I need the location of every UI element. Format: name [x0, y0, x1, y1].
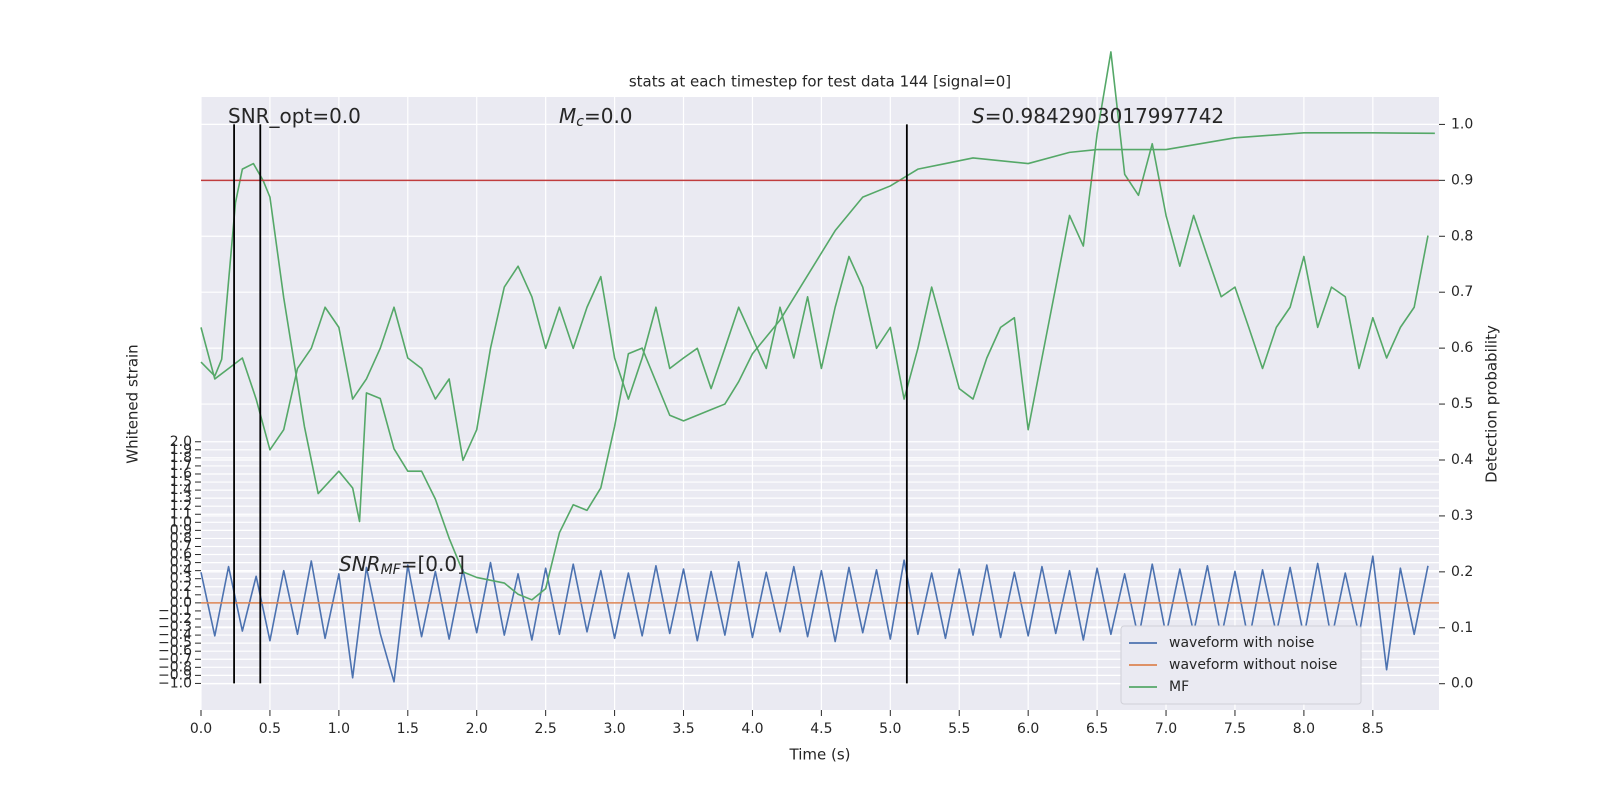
axes: 0.0 0.5 1.0 1.5 2.0 2.5 3.0 3.5 4.0 4.5 5.0 5.5 6.0 6…	[158, 116, 1473, 737]
y-tick-label: −0.4	[158, 627, 192, 643]
annotation-symbol: M	[559, 104, 576, 128]
y-tick-label: −1.0	[158, 675, 192, 691]
x-tick-label: 3.0	[603, 721, 625, 737]
y-tick-label: −0.5	[158, 635, 192, 651]
x-tick-label: 6.0	[1017, 721, 1039, 737]
series-line	[200, 132, 1435, 601]
legend: waveform with noise waveform without nois…	[1120, 625, 1362, 705]
y-tick-label: 0.7	[170, 538, 192, 554]
x-tick-label: 7.5	[1224, 721, 1246, 737]
x-tick-label: 0.5	[259, 721, 281, 737]
y2-tick-label: 0.6	[1451, 340, 1473, 356]
y-tick-label: 1.3	[170, 490, 192, 506]
y-tick-label: 0.9	[170, 522, 192, 538]
annotation-symbol: SNR	[339, 552, 381, 576]
y-tick-label: 0.4	[170, 563, 192, 579]
y-tick-label: −0.3	[158, 619, 192, 635]
y-tick-label: −0.9	[158, 667, 192, 683]
x-axis-label: Time (s)	[789, 746, 851, 764]
y-tick-label: 2.0	[170, 434, 192, 450]
y-tick-label: 0.1	[170, 587, 192, 603]
legend-label: MF	[1169, 679, 1189, 695]
annotation-text: =0.9842903017997742	[985, 104, 1224, 128]
x-tick-label: 0.0	[190, 721, 212, 737]
x-tick-label: 1.0	[328, 721, 350, 737]
y2-tick-label: 1.0	[1451, 116, 1473, 132]
y2-tick-label: 0.8	[1451, 228, 1473, 244]
annotation: Mc=0.0	[559, 104, 633, 131]
y-tick-label: 1.1	[170, 506, 192, 522]
x-tick-label: 3.5	[672, 721, 694, 737]
x-tick-label: 4.5	[810, 721, 832, 737]
legend-label: waveform with noise	[1169, 635, 1314, 651]
y-tick-label: 1.7	[170, 458, 192, 474]
x-tick-label: 8.0	[1293, 721, 1315, 737]
y-tick-label: 0.8	[170, 530, 192, 546]
annotation-text: SNR_opt=0.0	[228, 104, 361, 128]
annotation-text: =0.0	[584, 104, 633, 128]
y-tick-label: −0.2	[158, 611, 192, 627]
y2-tick-label: 0.1	[1451, 620, 1473, 636]
legend-label: waveform without noise	[1169, 657, 1337, 673]
y2-tick-label: 0.2	[1451, 564, 1473, 580]
y2-tick-label: 0.7	[1451, 284, 1473, 300]
y2-tick-label: 0.9	[1451, 172, 1473, 188]
x-tick-label: 5.0	[879, 721, 901, 737]
y-tick-label: 1.6	[170, 466, 192, 482]
y-tick-label: −0.8	[158, 659, 192, 675]
x-tick-label: 2.0	[466, 721, 488, 737]
y-tick-label: 0.2	[170, 579, 192, 595]
x-tick-label: 4.0	[741, 721, 763, 737]
y-tick-label: 0.3	[170, 571, 192, 587]
y-tick-label: 1.4	[170, 482, 192, 498]
y-tick-label: 1.8	[170, 450, 192, 466]
y-tick-label: −0.7	[158, 651, 192, 667]
x-tick-label: 1.5	[397, 721, 419, 737]
x-tick-label: 7.0	[1155, 721, 1177, 737]
x-tick-label: 6.5	[1086, 721, 1108, 737]
annotation: S=0.9842903017997742	[972, 104, 1224, 128]
annotation-text: =[0.0]	[401, 552, 465, 576]
x-tick-label: 8.5	[1362, 721, 1384, 737]
y-tick-label: 0.6	[170, 547, 192, 563]
y-tick-label: 1.9	[170, 442, 192, 458]
annotation: SNRMF=[0.0]	[339, 552, 465, 579]
x-tick-label: 5.5	[948, 721, 970, 737]
y-tick-label: 1.0	[170, 514, 192, 530]
y-tick-label: 0.0	[170, 595, 192, 611]
y-tick-label: 0.5	[170, 555, 192, 571]
y-tick-label: 1.5	[170, 474, 192, 490]
series-line	[200, 51, 1429, 462]
annotation-subscript: c	[576, 114, 584, 130]
annotation-subscript: MF	[381, 562, 402, 578]
y2-tick-label: 0.3	[1451, 508, 1473, 524]
y2-tick-label: 0.5	[1451, 396, 1473, 412]
x-tick-label: 2.5	[535, 721, 557, 737]
annotation-symbol: S	[972, 104, 985, 128]
annotation: SNR_opt=0.0	[228, 104, 361, 128]
y2-axis-label: Detection probability	[1483, 325, 1501, 483]
y2-tick-label: 0.4	[1451, 452, 1473, 468]
y-tick-label: 1.2	[170, 498, 192, 514]
chart-title: stats at each timestep for test data 144…	[629, 73, 1011, 91]
y-axis-label: Whitened strain	[124, 344, 142, 463]
y2-tick-label: 0.0	[1451, 676, 1473, 692]
y-tick-label: −0.6	[158, 643, 192, 659]
y-tick-label: −0.1	[158, 603, 192, 619]
legend-box	[1120, 625, 1362, 705]
